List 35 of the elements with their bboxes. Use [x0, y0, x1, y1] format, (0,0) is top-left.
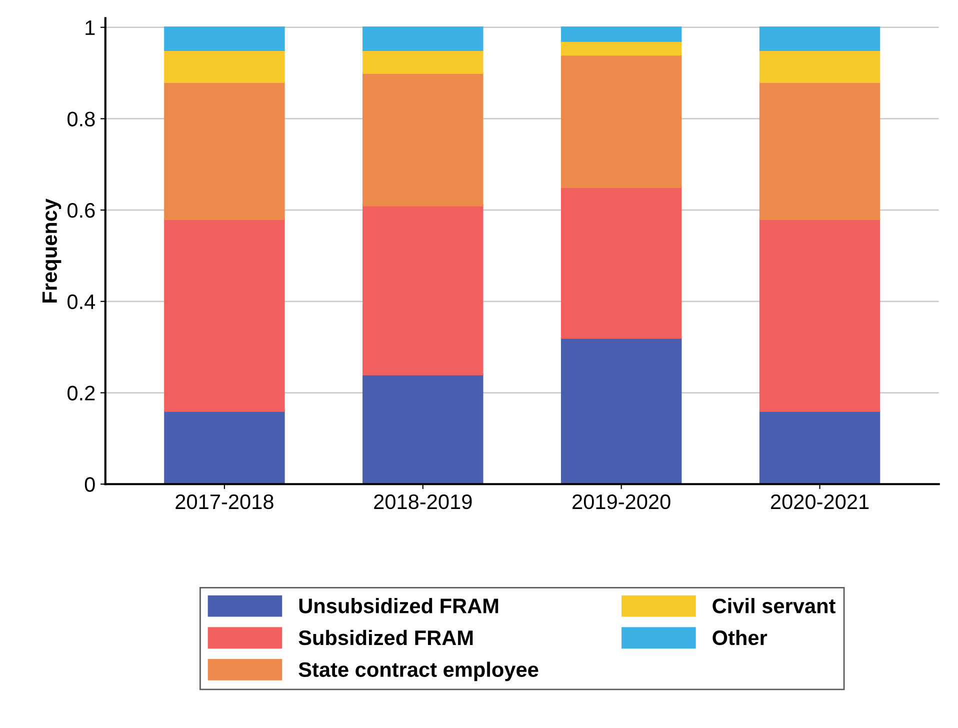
- y-tick-label: 0: [84, 477, 95, 492]
- y-tick-label: 0.8: [68, 112, 95, 126]
- bar: [560, 337, 682, 484]
- bar: [362, 49, 484, 74]
- y-tick-label: 0.6: [68, 203, 95, 218]
- legend-label: Subsidized FRAM: [298, 630, 473, 646]
- bar: [560, 54, 682, 188]
- legend-label: Civil servant: [712, 598, 836, 614]
- bar: [164, 26, 285, 52]
- bar: [164, 49, 285, 83]
- bar: [560, 186, 682, 339]
- bar: [759, 81, 880, 220]
- bar: [759, 26, 880, 52]
- y-tick-label: 0.4: [68, 294, 96, 310]
- bar: [759, 49, 880, 83]
- bar: [362, 72, 484, 206]
- bar: [164, 218, 285, 412]
- legend-label: Unsubsidized FRAM: [299, 598, 498, 614]
- y-tick-label: 0.2: [68, 386, 95, 401]
- y-tick-label: 1: [86, 20, 95, 35]
- legend-label: State contract employee: [298, 662, 538, 682]
- bar: [759, 218, 880, 412]
- x-tick-label: 2017-2018: [176, 494, 274, 510]
- legend-label: Other: [712, 630, 768, 646]
- x-tick-label: 2018-2019: [374, 494, 472, 510]
- bar: [164, 81, 285, 220]
- x-tick-label: 2019-2020: [572, 494, 670, 510]
- bar: [362, 26, 484, 52]
- x-tick-label: 2020-2021: [771, 494, 869, 510]
- y-axis-title: Frequency: [42, 198, 62, 302]
- bar: [560, 26, 682, 42]
- bar: [362, 374, 484, 484]
- bar: [362, 204, 484, 376]
- bar: [164, 410, 285, 484]
- bar: [759, 410, 880, 484]
